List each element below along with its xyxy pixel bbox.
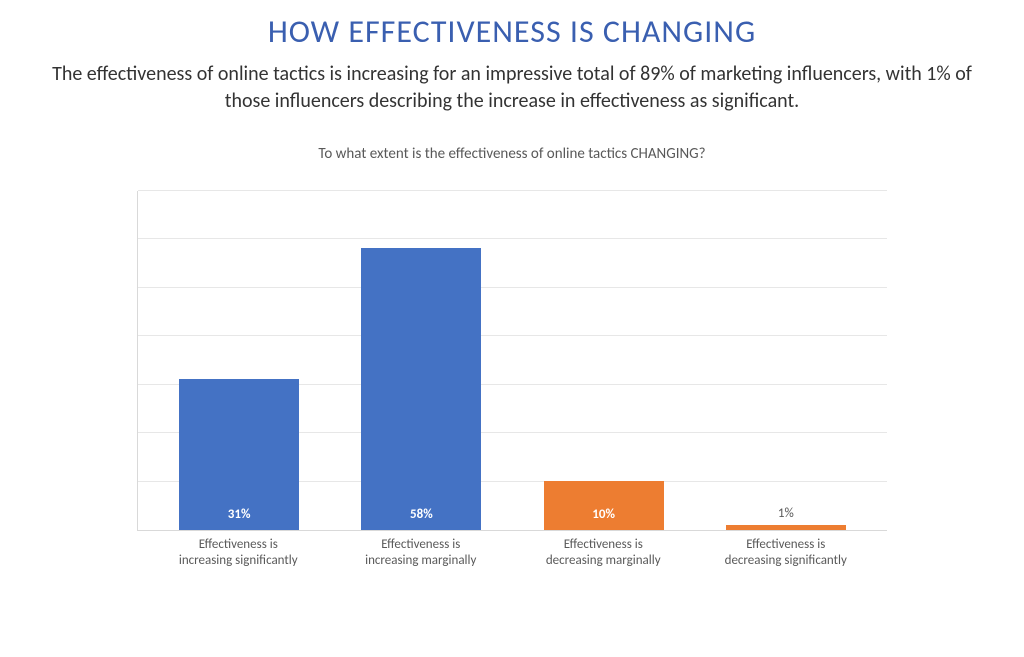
bar-slot: 31%	[148, 191, 330, 530]
page-subtitle: The effectiveness of online tactics is i…	[30, 61, 994, 115]
bar-slot: 1%	[695, 191, 877, 530]
chart-x-axis-labels: Effectiveness isincreasing significantly…	[137, 531, 887, 570]
x-axis-label: Effectiveness isdecreasing significantly	[695, 537, 878, 570]
bar-value-label: 31%	[228, 507, 251, 522]
bar-value-label: 1%	[778, 506, 794, 521]
bar	[726, 525, 846, 530]
bar-slot: 10%	[513, 191, 695, 530]
bar-value-label: 10%	[592, 507, 615, 522]
bar-value-label: 58%	[410, 507, 433, 522]
x-axis-label: Effectiveness isincreasing significantly	[147, 537, 330, 570]
bar: 58%	[361, 248, 481, 530]
x-axis-label: Effectiveness isdecreasing marginally	[512, 537, 695, 570]
page-title: HOW EFFECTIVENESS IS CHANGING	[0, 12, 1024, 51]
chart-plot-area: 31% 58% 10% 1%	[137, 191, 887, 531]
effectiveness-bar-chart: To what extent is the effectiveness of o…	[137, 145, 887, 570]
bar-slot: 58%	[330, 191, 512, 530]
x-axis-label: Effectiveness isincreasing marginally	[330, 537, 513, 570]
chart-title: To what extent is the effectiveness of o…	[137, 145, 887, 163]
bar: 31%	[179, 379, 299, 530]
bar: 10%	[544, 481, 664, 530]
